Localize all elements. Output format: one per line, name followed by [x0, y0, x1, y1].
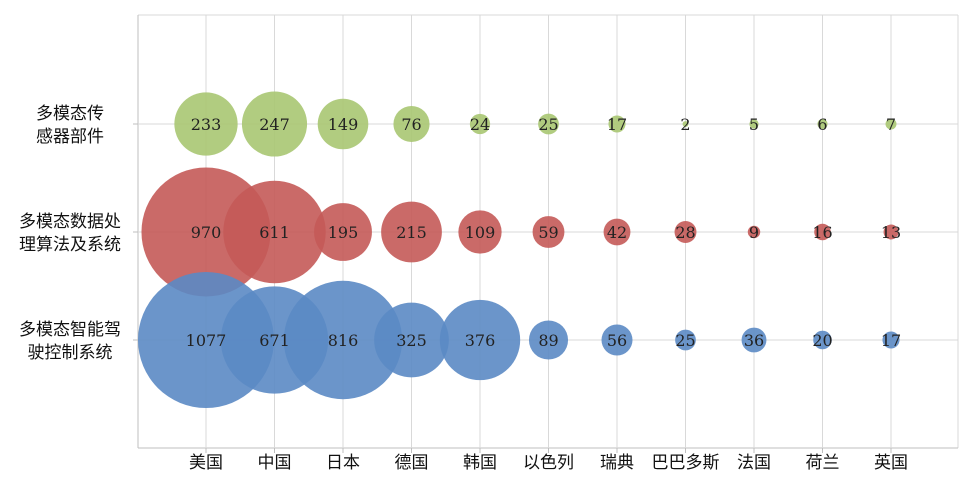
data-label: 25 — [675, 331, 695, 350]
x-tick-label: 日本 — [326, 453, 360, 473]
bubble — [532, 216, 565, 248]
data-label: 376 — [465, 331, 496, 350]
data-label: 5 — [749, 115, 759, 134]
bubble — [608, 115, 626, 133]
bubble — [174, 92, 238, 156]
bubble — [603, 218, 631, 246]
data-label: 611 — [259, 223, 290, 242]
bubble — [458, 210, 502, 254]
data-label: 20 — [812, 331, 832, 350]
x-tick-label: 英国 — [874, 453, 908, 473]
data-label: 17 — [607, 115, 627, 134]
x-axis-tick-labels: 美国 中国 日本 德国 韩国 以色列 瑞典 巴巴多斯 法国 荷兰 英国 — [189, 453, 908, 473]
y-tick-label: 多模态传感器部件 — [36, 104, 104, 147]
x-tick-label: 巴巴多斯 — [652, 453, 720, 473]
bubble — [393, 105, 430, 143]
data-label: 16 — [812, 223, 832, 242]
data-label: 25 — [538, 115, 558, 134]
bubble — [223, 180, 326, 284]
data-label: 2 — [680, 115, 690, 134]
bubble — [882, 331, 900, 349]
bubble — [381, 201, 442, 263]
bubble — [241, 91, 308, 157]
y-tick-label-line: 多模态智能驾 — [19, 320, 121, 340]
bubble — [314, 203, 372, 261]
data-label: 28 — [675, 223, 695, 242]
y-tick-label-line: 理算法及系统 — [19, 235, 121, 255]
data-label: 36 — [744, 331, 764, 350]
data-label: 59 — [538, 223, 558, 242]
data-label: 233 — [191, 115, 222, 134]
data-label: 325 — [396, 331, 427, 350]
bubble — [283, 280, 403, 400]
data-label: 7 — [886, 115, 896, 134]
bubble — [741, 327, 767, 353]
bubble — [528, 320, 569, 360]
data-label: 76 — [401, 115, 421, 134]
data-label: 149 — [328, 115, 359, 134]
bubble — [674, 221, 697, 243]
bubble — [883, 224, 899, 240]
data-label: 56 — [607, 331, 627, 350]
data-label: 215 — [396, 223, 427, 242]
data-label: 24 — [470, 115, 490, 134]
data-label: 671 — [259, 331, 290, 350]
data-label: 6 — [817, 115, 827, 134]
data-label: 816 — [328, 331, 359, 350]
data-label: 247 — [259, 115, 290, 134]
bubble — [885, 118, 897, 130]
x-tick-label: 美国 — [189, 453, 223, 473]
bubble — [317, 98, 369, 150]
x-tick-label: 法国 — [737, 453, 771, 473]
y-tick-label-line: 驶控制系统 — [28, 343, 113, 363]
data-label: 1077 — [186, 331, 227, 350]
bubble — [814, 223, 831, 241]
data-label: 970 — [191, 223, 222, 242]
y-tick-label-line: 多模态传 — [36, 104, 104, 124]
x-tick-label: 韩国 — [463, 453, 497, 473]
x-tick-label: 以色列 — [523, 453, 574, 473]
data-label: 89 — [538, 331, 558, 350]
bubble — [374, 302, 449, 378]
data-label: 109 — [465, 223, 496, 242]
y-tick-label-line: 感器部件 — [36, 127, 104, 147]
data-label: 42 — [607, 223, 627, 242]
bubble — [538, 113, 559, 135]
bubble — [749, 119, 759, 129]
bubble — [813, 330, 832, 350]
data-label: 17 — [881, 331, 901, 350]
bubble — [747, 225, 761, 239]
x-tick-label: 荷兰 — [806, 453, 840, 473]
bubble — [601, 324, 633, 356]
y-tick-label-line: 多模态数据处 — [19, 212, 121, 232]
data-label: 195 — [328, 223, 359, 242]
bubble — [675, 329, 696, 351]
bubble-layer — [138, 91, 900, 408]
y-tick-label: 多模态数据处理算法及系统 — [19, 212, 121, 255]
bubble — [817, 118, 828, 130]
x-tick-label: 瑞典 — [600, 453, 634, 473]
y-tick-label: 多模态智能驾驶控制系统 — [19, 320, 121, 363]
bubble — [439, 299, 521, 381]
data-label: 9 — [749, 223, 759, 242]
x-tick-label: 德国 — [395, 453, 429, 473]
x-tick-label: 中国 — [258, 453, 292, 473]
bubble — [682, 121, 689, 127]
data-label: 13 — [881, 223, 901, 242]
bubble — [469, 113, 491, 135]
